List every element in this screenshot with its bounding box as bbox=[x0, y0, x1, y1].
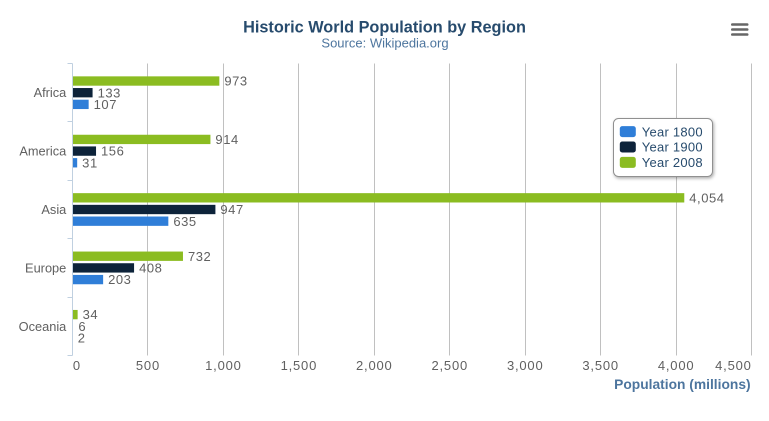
svg-text:3,500: 3,500 bbox=[582, 358, 619, 373]
svg-text:156: 156 bbox=[101, 144, 124, 159]
svg-text:203: 203 bbox=[108, 272, 131, 287]
svg-text:Historic World Population by R: Historic World Population by Region bbox=[243, 19, 526, 37]
svg-text:Oceania: Oceania bbox=[19, 319, 68, 334]
svg-text:133: 133 bbox=[98, 85, 121, 100]
svg-text:Year 1900: Year 1900 bbox=[642, 140, 703, 155]
svg-text:Source: Wikipedia.org: Source: Wikipedia.org bbox=[321, 36, 448, 51]
svg-text:Asia: Asia bbox=[41, 202, 67, 217]
svg-text:2,500: 2,500 bbox=[431, 358, 468, 373]
svg-text:635: 635 bbox=[173, 214, 196, 229]
svg-text:2: 2 bbox=[78, 331, 86, 346]
svg-text:4,054: 4,054 bbox=[689, 190, 724, 205]
svg-text:4,000: 4,000 bbox=[658, 358, 695, 373]
svg-text:3,000: 3,000 bbox=[507, 358, 544, 373]
svg-text:34: 34 bbox=[83, 307, 99, 322]
svg-text:408: 408 bbox=[139, 261, 162, 276]
svg-text:Year 2008: Year 2008 bbox=[642, 155, 703, 170]
svg-text:1,000: 1,000 bbox=[205, 358, 242, 373]
svg-text:America: America bbox=[19, 144, 67, 159]
svg-text:973: 973 bbox=[224, 74, 247, 89]
svg-text:6: 6 bbox=[78, 319, 86, 334]
svg-text:107: 107 bbox=[94, 97, 117, 112]
svg-text:Population (millions): Population (millions) bbox=[614, 377, 750, 392]
svg-text:500: 500 bbox=[136, 358, 160, 373]
svg-text:732: 732 bbox=[188, 249, 211, 264]
svg-text:31: 31 bbox=[82, 155, 98, 170]
svg-text:Europe: Europe bbox=[25, 260, 66, 275]
svg-text:914: 914 bbox=[215, 132, 238, 147]
svg-text:4,500: 4,500 bbox=[715, 358, 752, 373]
svg-text:Year 1800: Year 1800 bbox=[642, 124, 703, 139]
svg-text:Africa: Africa bbox=[34, 85, 68, 100]
svg-text:947: 947 bbox=[220, 202, 243, 217]
svg-text:2,000: 2,000 bbox=[356, 358, 393, 373]
svg-text:0: 0 bbox=[73, 358, 81, 373]
svg-text:1,500: 1,500 bbox=[281, 358, 318, 373]
